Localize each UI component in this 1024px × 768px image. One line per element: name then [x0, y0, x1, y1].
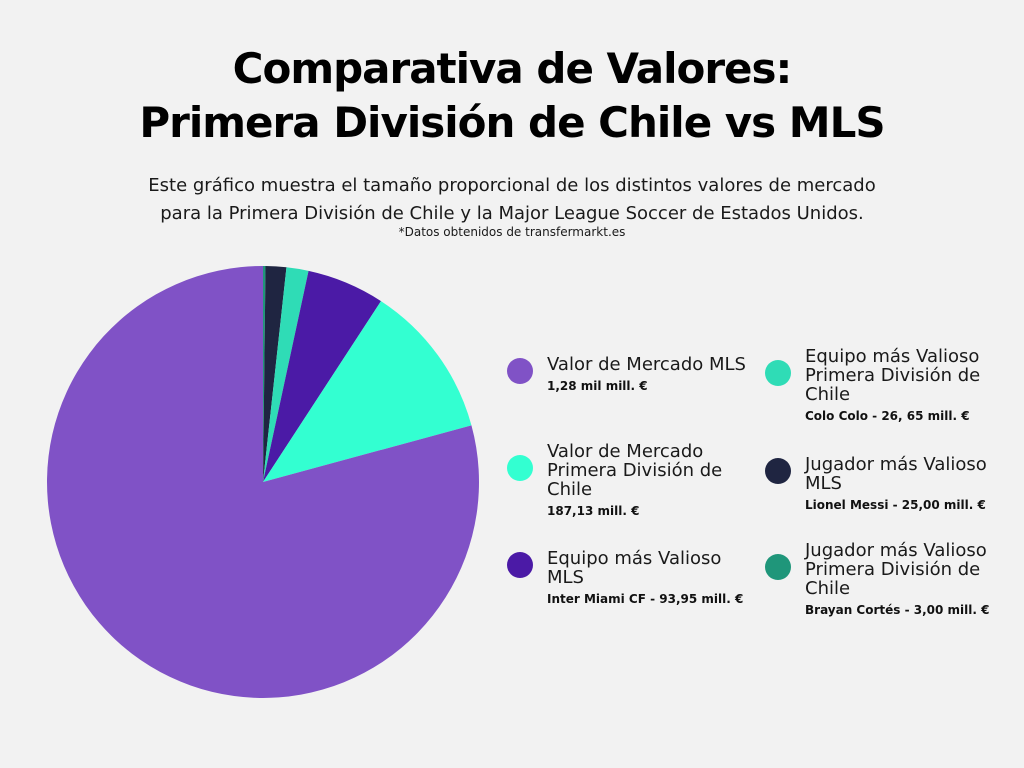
legend-value: 1,28 mil mill. € [547, 379, 648, 393]
legend-swatch [507, 552, 533, 578]
pie-slice [263, 270, 381, 482]
pie-slice [263, 267, 309, 482]
legend-value: Inter Miami CF - 93,95 mill. € [547, 592, 744, 606]
legend-value: Colo Colo - 26, 65 mill. € [805, 409, 970, 423]
legend-value: Lionel Messi - 25,00 mill. € [805, 498, 986, 512]
legend-value: 187,13 mill. € [547, 504, 640, 518]
legend-label: Jugador más Valioso Primera División de … [805, 540, 987, 599]
legend-swatch [765, 458, 791, 484]
chart-title: Comparativa de Valores: Primera División… [0, 42, 1024, 150]
pie-slice [47, 266, 480, 699]
legend-label: Jugador más Valioso MLS [805, 454, 987, 494]
legend-swatch [507, 358, 533, 384]
chart-title-line-2: Primera División de Chile vs MLS [139, 98, 885, 147]
pie-slice [263, 266, 287, 482]
legend-label: Valor de Mercado Primera División de Chi… [547, 441, 723, 500]
legend-swatch [507, 455, 533, 481]
legend-value: Brayan Cortés - 3,00 mill. € [805, 603, 990, 617]
legend-swatch [765, 554, 791, 580]
chart-subtitle-line-1: Este gráfico muestra el tamaño proporcio… [148, 175, 876, 196]
legend-label: Equipo más Valioso MLS [547, 548, 722, 588]
chart-subtitle: Este gráfico muestra el tamaño proporcio… [112, 172, 912, 228]
legend-label: Valor de Mercado MLS [547, 354, 746, 375]
legend-label: Equipo más Valioso Primera División de C… [805, 346, 981, 405]
chart-title-line-1: Comparativa de Valores: [232, 44, 793, 93]
chart-subtitle-line-2: para la Primera División de Chile y la M… [160, 203, 864, 224]
pie-slice [263, 265, 266, 482]
source-note: *Datos obtenidos de transfermarkt.es [398, 225, 626, 239]
legend-swatch [765, 360, 791, 386]
pie-slice [263, 301, 472, 482]
